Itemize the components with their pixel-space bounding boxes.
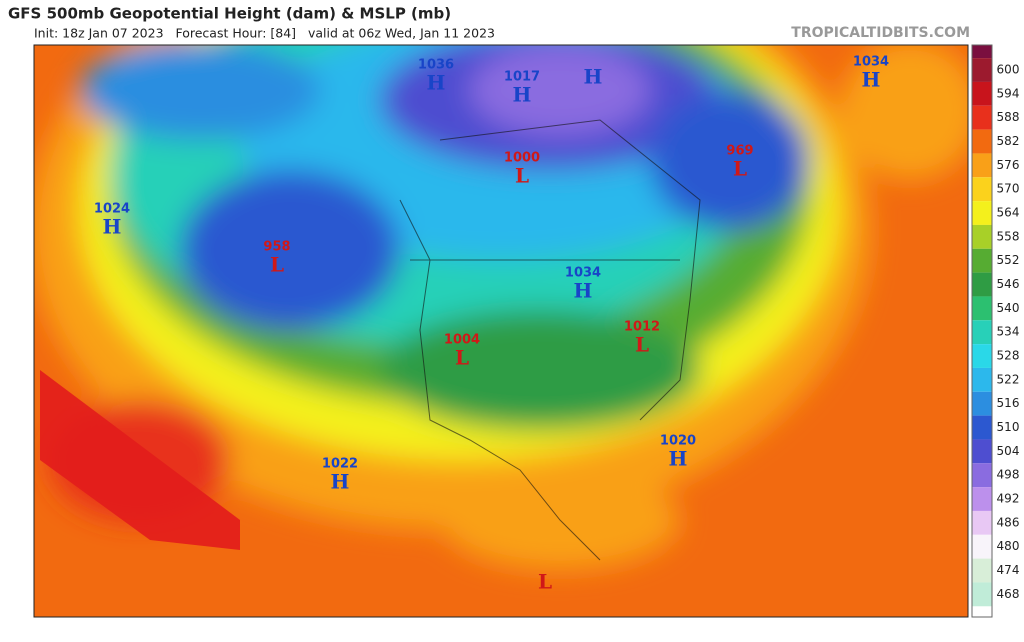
colorbar-swatch: [972, 224, 992, 249]
colorbar-swatch: [972, 439, 992, 464]
pressure-letter: H: [862, 68, 881, 92]
colorbar-label: 486: [997, 515, 1020, 529]
pressure-value: 958: [263, 240, 290, 255]
pressure-letter: L: [515, 164, 529, 188]
colorbar-swatch: [972, 415, 992, 440]
pressure-letter: H: [427, 71, 446, 95]
colorbar-label: 528: [997, 349, 1020, 363]
colorbar-label: 480: [997, 539, 1020, 553]
colorbar-swatch: [972, 582, 992, 607]
colorbar-label: 492: [997, 492, 1020, 506]
colorbar-swatch: [972, 296, 992, 321]
colorbar-label: 534: [997, 325, 1020, 339]
colorbar-swatch: [972, 344, 992, 368]
colorbar-label: 594: [997, 86, 1020, 100]
colorbar-label: 558: [997, 229, 1020, 243]
pressure-value: 969: [726, 144, 753, 159]
colorbar-cap: [972, 45, 992, 59]
colorbar-label: 474: [997, 563, 1020, 577]
colorbar-label: 504: [997, 444, 1020, 458]
pressure-value: 1034: [853, 55, 889, 70]
colorbar-swatch: [972, 487, 992, 511]
colorbar-swatch: [972, 129, 992, 154]
colorbar-swatch: [972, 534, 992, 559]
title: GFS 500mb Geopotential Height (dam) & MS…: [8, 5, 451, 23]
colorbar-label: 570: [997, 182, 1020, 196]
pressure-value: 1000: [504, 151, 540, 166]
colorbar-label: 540: [997, 301, 1020, 315]
pressure-letter: H: [574, 279, 593, 303]
pressure-value: 1036: [418, 58, 454, 73]
colorbar-label: 522: [997, 372, 1020, 386]
source: TROPICALTIDBITS.COM: [791, 25, 970, 41]
colorbar-label: 582: [997, 134, 1020, 148]
pressure-letter: H: [331, 470, 350, 494]
colorbar-label: 510: [997, 420, 1020, 434]
colorbar-swatch: [972, 272, 992, 297]
pressure-letter: H: [103, 215, 122, 239]
pressure-value: 1034: [565, 266, 601, 281]
colorbar-swatch: [972, 463, 992, 488]
pressure-letter: H: [513, 83, 532, 107]
pressure-letter: H: [584, 65, 603, 89]
colorbar-label: 516: [997, 396, 1020, 410]
colorbar-label: 576: [997, 158, 1020, 172]
pressure-letter: L: [270, 253, 284, 277]
colorbar-swatch: [972, 510, 992, 535]
pressure-letter: L: [733, 157, 747, 181]
colorbar-label: 564: [997, 206, 1020, 220]
subtitle: Init: 18z Jan 07 2023 Forecast Hour: [84…: [34, 26, 495, 41]
pressure-letter: L: [455, 346, 469, 370]
colorbar-swatch: [972, 81, 992, 106]
colorbar-swatch: [972, 320, 992, 345]
colorbar-swatch: [972, 58, 992, 82]
map-frame: [33, 44, 969, 618]
colorbar-label: 552: [997, 253, 1020, 267]
colorbar-label: 600: [997, 63, 1020, 77]
colorbar-swatch: [972, 153, 992, 178]
pressure-value: 1022: [322, 457, 358, 472]
colorbar-label: 468: [997, 587, 1020, 601]
pressure-letter: H: [669, 447, 688, 471]
pressure-letter: L: [635, 333, 649, 357]
pressure-value: 1017: [504, 70, 540, 85]
pressure-value: 1024: [94, 202, 130, 217]
colorbar-swatch: [972, 558, 992, 583]
colorbar-label: 546: [997, 277, 1020, 291]
pressure-value: 1004: [444, 333, 480, 348]
pressure-letter: L: [538, 570, 552, 594]
colorbar-swatch: [972, 105, 992, 130]
colorbar-swatch: [972, 248, 992, 273]
pressure-value: 1020: [660, 434, 696, 449]
map: [34, 45, 968, 617]
colorbar-swatch: [972, 177, 992, 202]
pressure-value: 1012: [624, 320, 660, 335]
colorbar-frame: [971, 44, 993, 618]
colorbar-swatch: [972, 201, 992, 225]
colorbar-swatch: [972, 367, 992, 392]
colorbar-label: 588: [997, 110, 1020, 124]
colorbar-swatch: [972, 391, 992, 416]
colorbar-label: 498: [997, 468, 1020, 482]
